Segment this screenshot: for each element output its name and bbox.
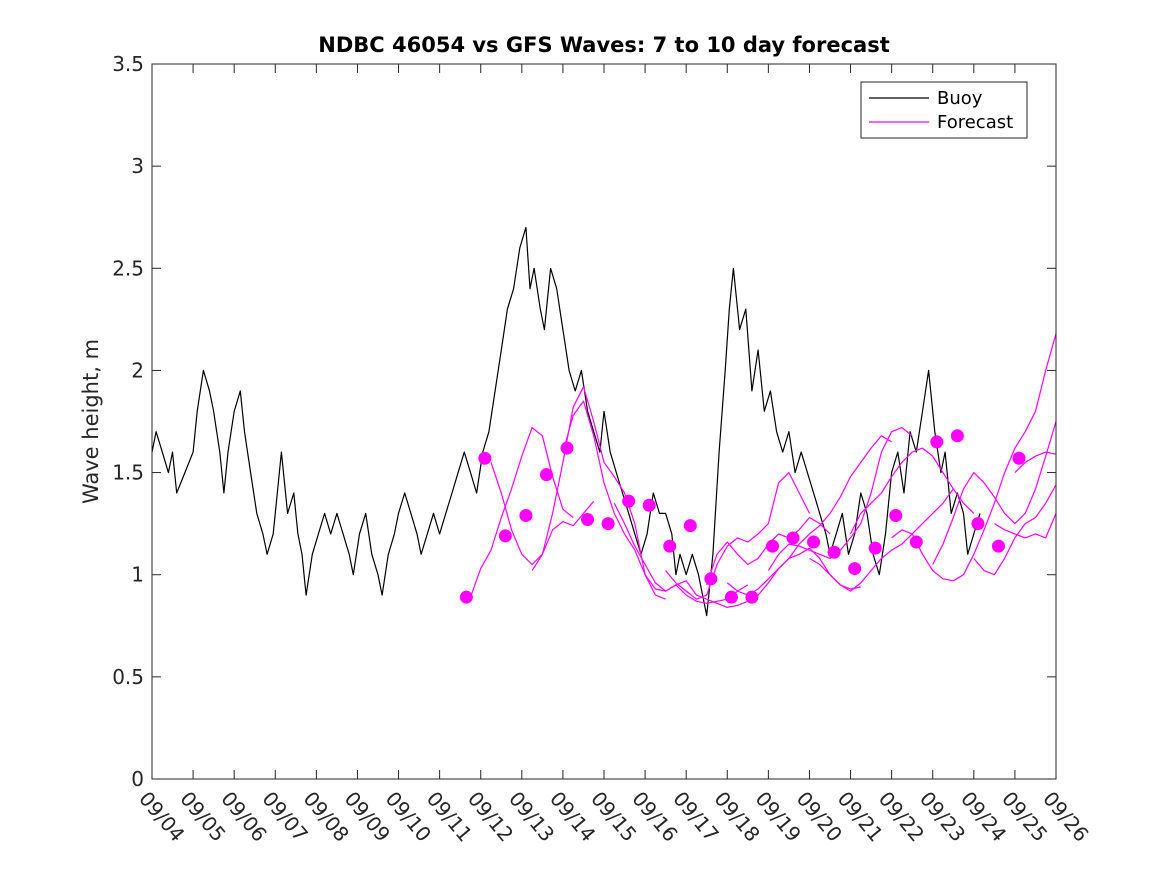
forecast-marker [581, 513, 595, 527]
y-tick-label: 1.5 [112, 461, 144, 485]
forecast-marker [601, 517, 615, 531]
forecast-series-line [973, 484, 1057, 576]
forecast-marker [930, 435, 944, 449]
forecast-marker [663, 539, 677, 553]
y-axis: 0 0.5 1 1.5 2 2.5 3 3.5 [112, 52, 1056, 791]
forecast-marker [642, 498, 656, 512]
forecast-series-line [665, 472, 811, 600]
y-tick-label: 0.5 [112, 665, 144, 689]
legend-box [860, 81, 1028, 139]
y-tick-label: 3 [131, 154, 144, 178]
forecast-marker [827, 545, 841, 559]
plot-area [151, 226, 1057, 617]
forecast-series-line [469, 427, 574, 598]
forecast-series-line [849, 447, 975, 535]
forecast-marker [971, 517, 985, 531]
buoy-series-line [151, 226, 981, 617]
forecast-series-line [726, 435, 892, 596]
forecast-marker [459, 590, 473, 604]
forecast-marker [724, 590, 738, 604]
forecast-series-line [767, 427, 913, 571]
forecast-marker [560, 441, 574, 455]
forecast-marker [991, 539, 1005, 553]
forecast-marker [868, 541, 882, 555]
forecast-marker [807, 535, 821, 549]
forecast-marker [704, 572, 718, 586]
forecast-series-line [562, 400, 707, 600]
legend-label: Forecast [937, 112, 1013, 133]
y-tick-label: 2.5 [112, 256, 144, 280]
y-tick-label: 0 [131, 767, 144, 791]
forecast-series-line [932, 421, 1057, 565]
forecast-marker [745, 590, 759, 604]
forecast-marker [950, 429, 964, 443]
forecast-marker [498, 529, 512, 543]
forecast-marker [622, 494, 636, 508]
y-tick-label: 2 [131, 358, 144, 382]
forecast-marker [1012, 451, 1026, 465]
y-tick-label: 3.5 [112, 52, 144, 76]
forecast-marker [765, 539, 779, 553]
forecast-marker [539, 468, 553, 482]
y-axis-label: Wave height, m [79, 339, 103, 504]
y-tick-label: 1 [131, 563, 144, 587]
legend-label: Buoy [937, 88, 983, 109]
legend: Buoy Forecast [860, 81, 1028, 139]
forecast-series-line [1014, 451, 1057, 474]
forecast-marker [519, 508, 533, 522]
forecast-series-line [809, 488, 954, 592]
forecast-marker [786, 531, 800, 545]
chart-title: NDBC 46054 vs GFS Waves: 7 to 10 day for… [318, 33, 889, 57]
forecast-marker [909, 535, 923, 549]
forecast-marker [889, 508, 903, 522]
forecast-marker [683, 519, 697, 533]
forecast-series-line [531, 386, 666, 600]
forecast-marker [478, 451, 492, 465]
forecast-marker [848, 562, 862, 576]
forecast-series-line [994, 513, 1057, 539]
